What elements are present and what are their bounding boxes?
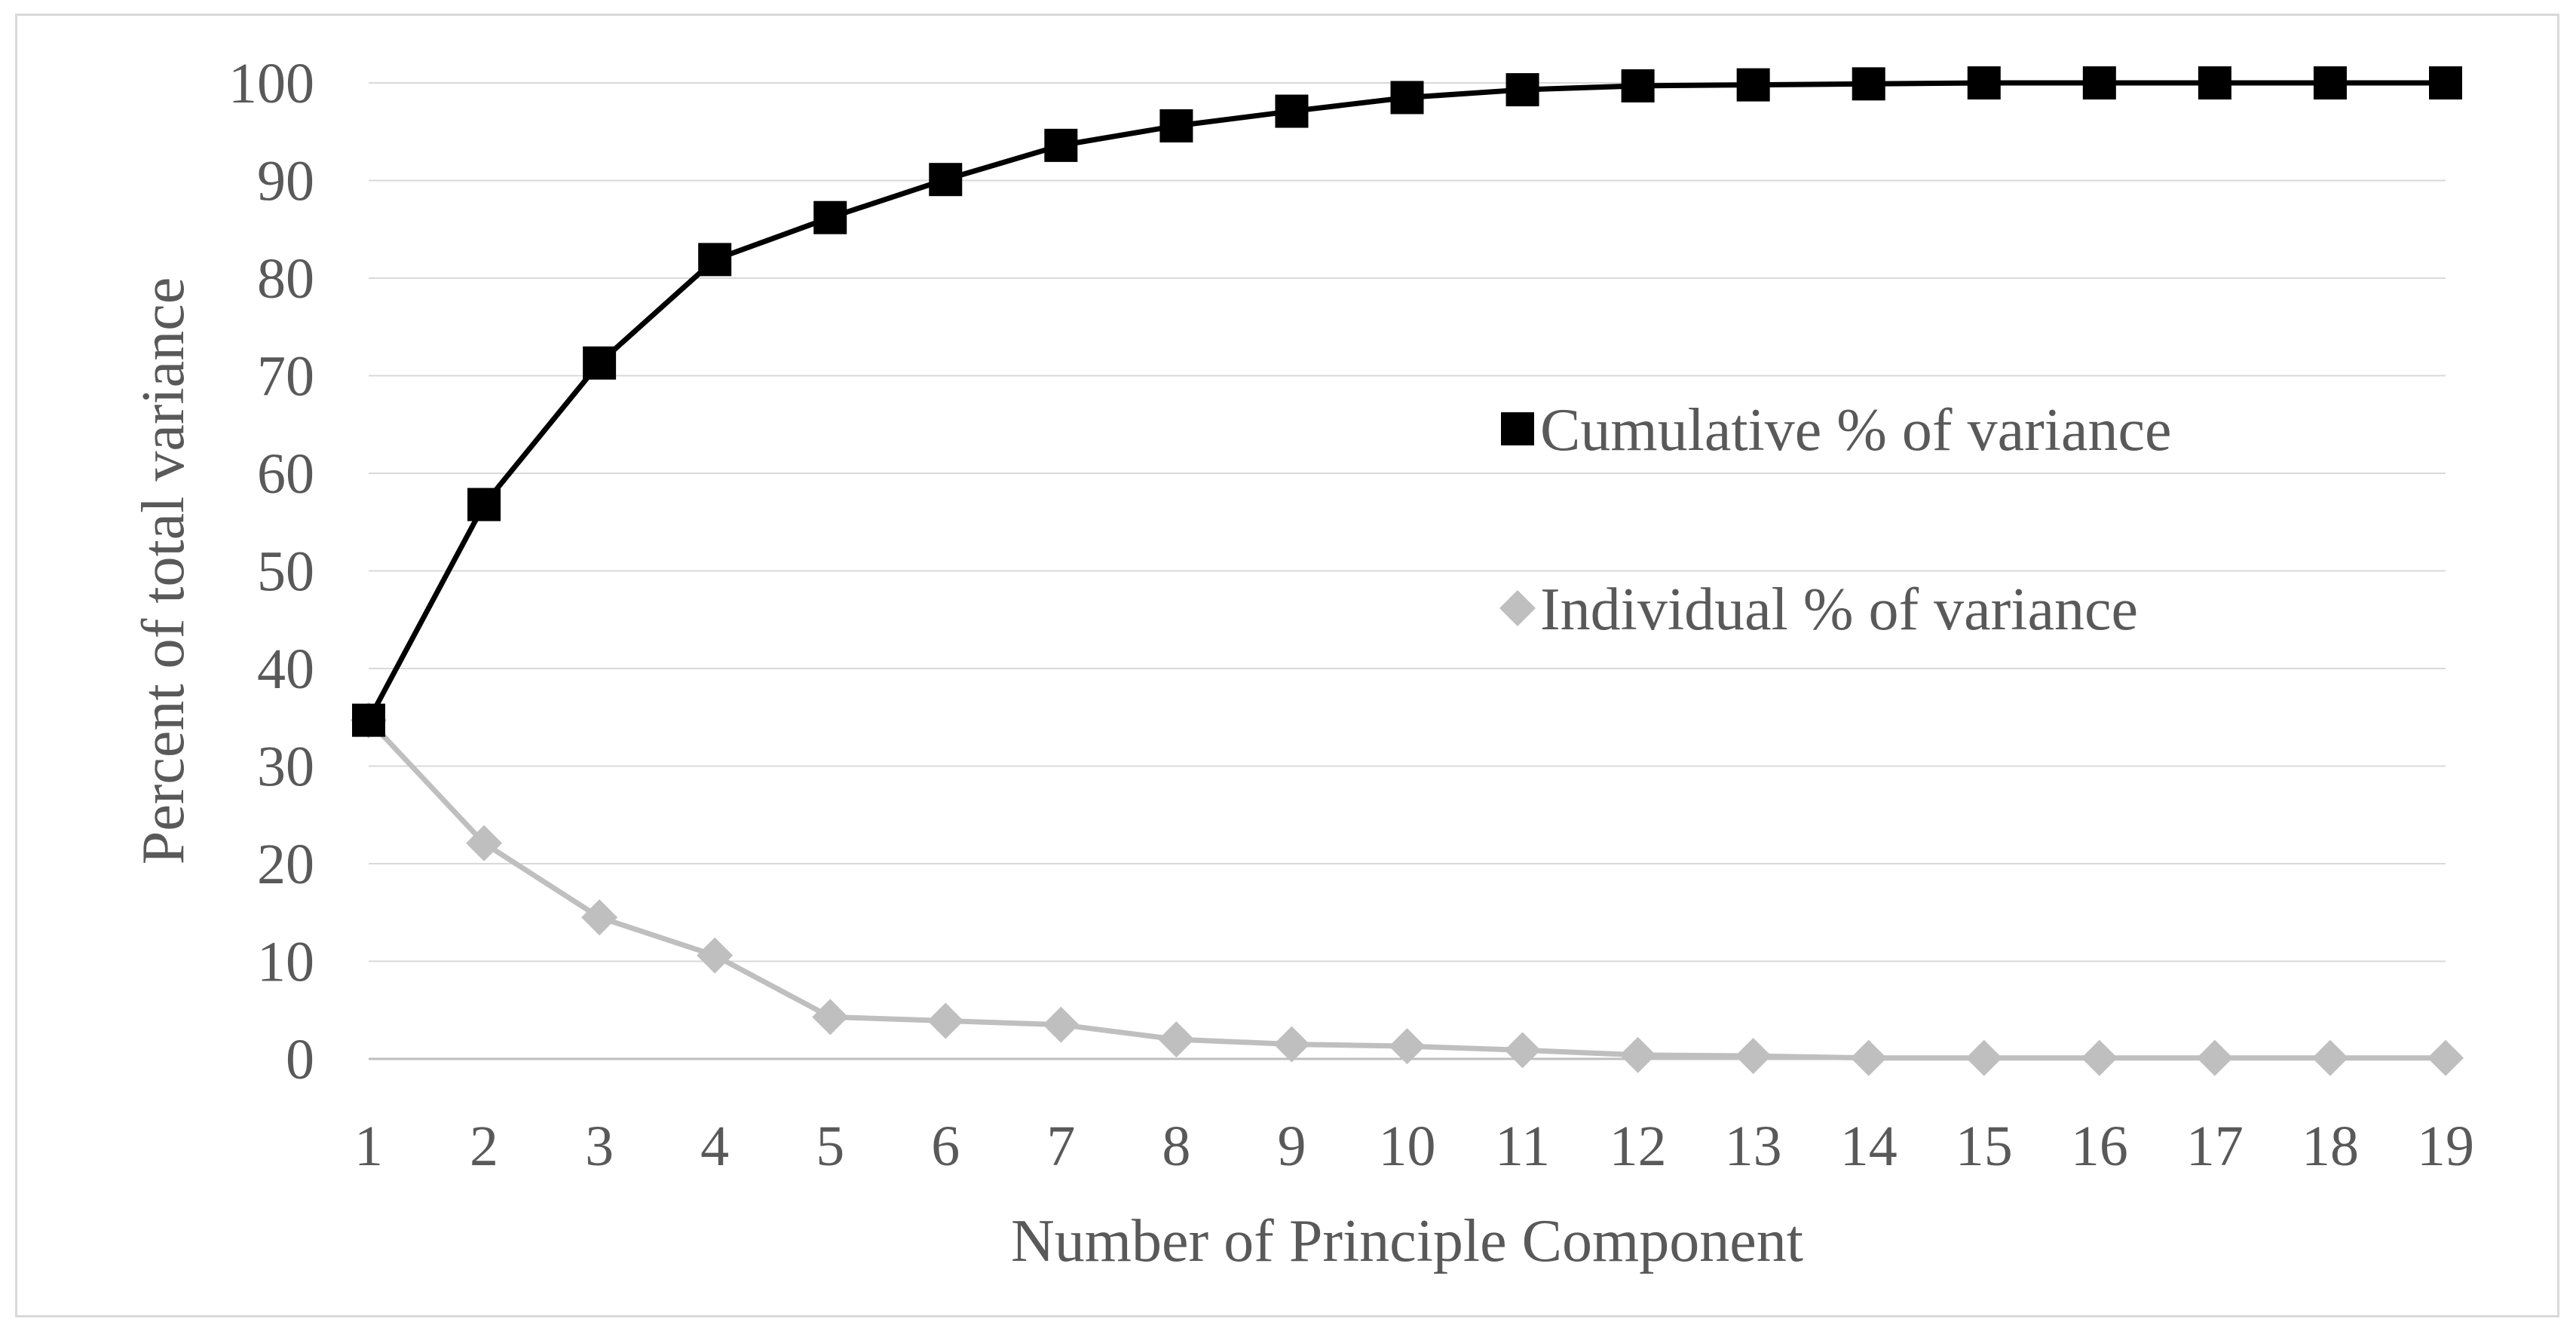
x-tick-label: 13 — [1725, 1115, 1782, 1178]
legend-item: Individual % of variance — [1499, 577, 2138, 643]
data-point — [1158, 1021, 1195, 1058]
data-point — [2081, 1039, 2118, 1076]
data-point — [581, 899, 618, 936]
data-point — [1967, 66, 2001, 99]
data-point — [583, 346, 617, 380]
y-tick-label: 30 — [257, 736, 314, 799]
data-point — [698, 243, 732, 277]
x-tick-label: 8 — [1162, 1115, 1190, 1178]
series-individual — [351, 702, 2464, 1076]
data-point — [2196, 1039, 2233, 1076]
chart-frame: 0 10 20 30 40 50 60 70 80 90 100 1 2 3 4 5 6 7 8 9 10 11 12 13 1… — [15, 14, 2559, 1317]
data-point — [1852, 67, 1885, 101]
data-point — [812, 999, 849, 1036]
data-point — [929, 163, 963, 197]
series — [351, 66, 2464, 1076]
data-point — [1504, 1032, 1541, 1069]
x-tick-label: 2 — [470, 1115, 498, 1178]
y-tick-label: 60 — [257, 442, 314, 506]
legend-marker — [1499, 590, 1536, 626]
data-point — [1389, 1028, 1426, 1065]
x-axis-title: Number of Principle Component — [1011, 1208, 1803, 1274]
legend: Cumulative % of variance Individual % of … — [1499, 397, 2171, 643]
y-tick-label: 70 — [257, 345, 314, 408]
data-point — [1735, 1038, 1772, 1075]
x-tick-label: 5 — [816, 1115, 844, 1178]
data-point — [352, 703, 385, 737]
data-point — [1043, 1006, 1080, 1043]
data-point — [2429, 66, 2462, 99]
x-tick-label: 9 — [1277, 1115, 1306, 1178]
x-tick-label: 11 — [1495, 1115, 1550, 1178]
data-point — [467, 488, 501, 522]
series-line — [366, 718, 2446, 1061]
data-point — [1273, 1026, 1310, 1063]
legend-label: Cumulative % of variance — [1540, 397, 2171, 464]
x-tick-label: 7 — [1046, 1115, 1075, 1178]
x-tick-label: 4 — [700, 1115, 729, 1178]
data-point — [1275, 94, 1309, 128]
legend-marker — [1501, 412, 1534, 445]
series-cumulative — [352, 66, 2462, 737]
data-point — [927, 1002, 964, 1039]
data-point — [2313, 66, 2347, 99]
x-tick-label: 18 — [2302, 1115, 2359, 1178]
data-point — [1505, 73, 1539, 107]
x-tick-label: 10 — [1379, 1115, 1436, 1178]
data-point — [466, 825, 503, 861]
data-point — [1965, 1039, 2002, 1076]
x-tick-label: 16 — [2071, 1115, 2128, 1178]
legend-label: Individual % of variance — [1540, 577, 2138, 643]
y-tick-label: 20 — [257, 833, 314, 896]
data-point — [697, 937, 734, 974]
y-tick-label: 10 — [257, 931, 314, 994]
data-point — [2082, 66, 2116, 99]
data-point — [1621, 69, 1655, 102]
data-point — [1619, 1036, 1656, 1073]
y-tick-label: 80 — [257, 247, 314, 311]
data-point — [1159, 109, 1193, 142]
data-point — [1044, 128, 1078, 162]
y-tick-label: 0 — [286, 1028, 314, 1091]
data-point — [2198, 66, 2231, 99]
y-axis-title: Percent of total variance — [130, 277, 197, 865]
data-point — [1850, 1039, 1887, 1076]
x-tick-label: 17 — [2186, 1115, 2244, 1178]
gridlines — [369, 82, 2446, 962]
x-tick-label: 12 — [1610, 1115, 1667, 1178]
x-tick-label: 19 — [2417, 1115, 2474, 1178]
x-tick-label: 6 — [931, 1115, 960, 1178]
data-point — [1390, 81, 1424, 115]
x-tick-label: 1 — [354, 1115, 383, 1178]
y-tick-label: 40 — [257, 638, 314, 701]
data-point — [1736, 68, 1770, 102]
y-tick-label: 50 — [257, 540, 314, 604]
data-point — [813, 200, 847, 234]
y-tick-label: 100 — [228, 52, 314, 115]
data-point — [2311, 1039, 2348, 1076]
legend-item: Cumulative % of variance — [1501, 397, 2171, 464]
x-tick-label: 14 — [1840, 1115, 1898, 1178]
x-tick-label: 3 — [585, 1115, 614, 1178]
y-tick-label: 90 — [257, 150, 314, 213]
data-point — [2427, 1039, 2464, 1076]
x-tick-label: 15 — [1956, 1115, 2013, 1178]
